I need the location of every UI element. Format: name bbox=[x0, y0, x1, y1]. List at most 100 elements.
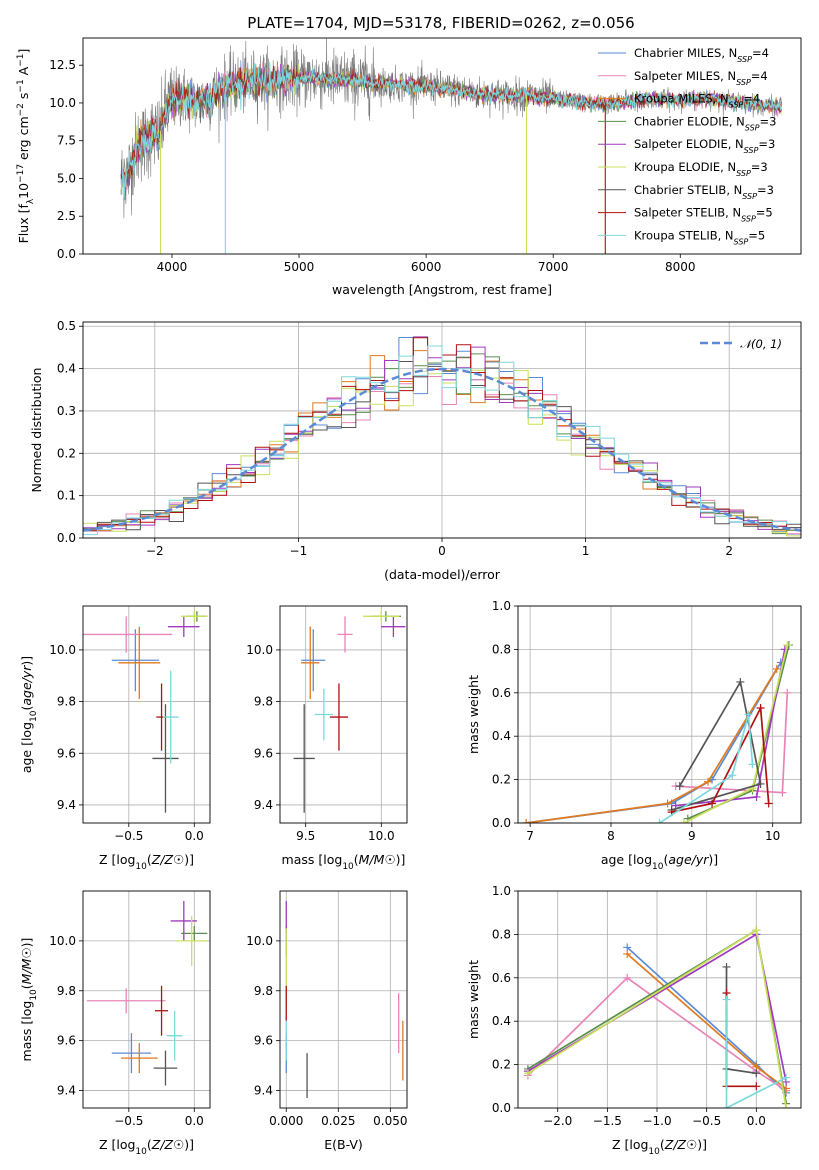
y-tick-label: 0.2 bbox=[57, 446, 76, 460]
mass-weight-point-marker bbox=[752, 792, 761, 801]
axes-frame bbox=[82, 890, 211, 1109]
y-tick-label: 0.8 bbox=[492, 642, 511, 656]
legend-label: Kroupa MILES, NSSP=4 bbox=[634, 92, 760, 110]
mass-weight-series-line bbox=[725, 967, 757, 1075]
y-tick-label: 9.6 bbox=[254, 746, 273, 760]
mass-vs-Z-plot-area bbox=[86, 900, 208, 1086]
y-tick-label: 9.4 bbox=[254, 1084, 273, 1098]
massweight-vs-age-panel: 7 8 9 10 0.0 0.2 0.4 0.6 0.8 1.0 age [log10(age/yr… bbox=[466, 599, 802, 872]
massweight-vs-Z-panel: −2.0 −1.5 −1.0 −0.5 0.0 0.0 0.2 0.4 0.6 0.8 1.0 Z [… bbox=[466, 884, 802, 1157]
y-tick-label: 0.6 bbox=[492, 686, 511, 700]
y-tick-label: 0.5 bbox=[57, 319, 76, 333]
mass-weight-point-marker bbox=[722, 962, 731, 971]
y-tick-label: 10.0 bbox=[49, 934, 76, 948]
y-tick-label: 1.0 bbox=[492, 884, 511, 898]
x-tick-label: 2 bbox=[725, 544, 733, 558]
y-tick-label: 10.0 bbox=[246, 934, 273, 948]
x-tick-label: 10.0 bbox=[368, 829, 395, 843]
x-tick-label: −0.5 bbox=[114, 829, 143, 843]
mass-weight-series-line bbox=[671, 704, 770, 813]
mass-weight-series-line bbox=[659, 714, 754, 823]
y-tick-label: 0.0 bbox=[492, 1101, 511, 1115]
mass-weight-point-marker bbox=[764, 799, 773, 808]
x-tick-label: 4000 bbox=[157, 260, 188, 274]
x-tick-label: 6000 bbox=[411, 260, 442, 274]
residuals-plot-area bbox=[83, 336, 801, 537]
mass-vs-Z-panel: −0.5 0.0 9.4 9.6 9.8 10.0 Z [log10(Z/Z☉)] mass … bbox=[19, 890, 211, 1157]
x-tick-label: 9.5 bbox=[296, 829, 315, 843]
mass-weight-point-marker bbox=[748, 760, 757, 769]
mass-weight-point-marker bbox=[782, 1073, 791, 1082]
axes-frame bbox=[517, 890, 802, 1109]
x-axis-label: E(B-V) bbox=[324, 1137, 363, 1152]
mass-weight-point-marker bbox=[772, 664, 781, 673]
y-axis-label: Normed distribution bbox=[29, 368, 44, 493]
residuals-panel: −2 −1 0 1 2 0.0 0.1 0.2 0.3 0.4 0.5 𝒩(0, 1) (data-mo… bbox=[29, 319, 802, 582]
massweight-vs-Z-plot-area bbox=[523, 926, 791, 1108]
axes-frame bbox=[82, 321, 802, 539]
y-tick-label: 9.8 bbox=[254, 984, 273, 998]
y-tick-label: 9.6 bbox=[57, 1034, 76, 1048]
x-axis-label: age [log10(age/yr)] bbox=[601, 852, 718, 872]
y-tick-label: 0.4 bbox=[492, 729, 511, 743]
x-tick-label: −2 bbox=[146, 544, 164, 558]
mass-weight-point-marker bbox=[783, 688, 792, 697]
y-tick-label: 12.5 bbox=[49, 58, 76, 72]
spectrum-panel: 4000 5000 6000 7000 8000 0.0 2.5 5.0 7.5 10.0 12.5… bbox=[16, 37, 802, 297]
y-axis-label: mass weight bbox=[466, 960, 481, 1039]
mass-weight-point-marker bbox=[675, 782, 684, 791]
axes-frame bbox=[82, 37, 802, 255]
normal-curve-line bbox=[83, 367, 801, 532]
mass-weight-point-marker bbox=[522, 819, 531, 823]
x-tick-label: 8 bbox=[607, 829, 615, 843]
x-tick-label: 9 bbox=[688, 829, 696, 843]
mass-weight-point-marker bbox=[722, 995, 731, 1004]
y-tick-label: 1.0 bbox=[492, 599, 511, 613]
legend-label: Chabrier STELIB, NSSP=3 bbox=[634, 183, 774, 201]
mass-weight-point-marker bbox=[708, 799, 717, 808]
y-tick-label: 7.5 bbox=[57, 134, 76, 148]
legend-label: Chabrier ELODIE, NSSP=3 bbox=[634, 114, 776, 131]
y-tick-label: 10.0 bbox=[246, 643, 273, 657]
y-tick-label: 0.0 bbox=[57, 247, 76, 261]
y-tick-label: 0.3 bbox=[57, 404, 76, 418]
mass-weight-point-marker bbox=[655, 819, 664, 823]
mass-weight-point-marker bbox=[756, 779, 765, 788]
y-tick-label: 5.0 bbox=[57, 171, 76, 185]
mass-weight-point-marker bbox=[752, 1082, 761, 1091]
mass-weight-point-marker bbox=[704, 777, 713, 786]
spectrum-plot-area bbox=[120, 38, 783, 254]
y-tick-label: 2.5 bbox=[57, 209, 76, 223]
age-vs-mass-plot-area bbox=[293, 611, 406, 813]
mass-weight-point-marker bbox=[782, 1104, 791, 1108]
mass-weight-point-marker bbox=[752, 1069, 761, 1078]
x-tick-label: 7000 bbox=[538, 260, 569, 274]
legend-label: Kroupa ELODIE, NSSP=3 bbox=[634, 160, 768, 178]
mass-weight-series-line bbox=[527, 976, 787, 1092]
x-axis-label: (data-model)/error bbox=[384, 567, 501, 582]
axes-frame bbox=[517, 605, 802, 824]
mass-weight-point-marker bbox=[728, 771, 737, 780]
x-tick-label: −1.5 bbox=[593, 1114, 622, 1128]
x-tick-label: 0.0 bbox=[185, 829, 204, 843]
x-tick-label: −2.0 bbox=[543, 1114, 572, 1128]
y-tick-label: 9.8 bbox=[57, 695, 76, 709]
mass-vs-ebv-plot-area bbox=[285, 900, 404, 1099]
x-tick-label: 7 bbox=[526, 829, 534, 843]
x-tick-label: 0.0 bbox=[747, 1114, 766, 1128]
y-tick-label: 0.8 bbox=[492, 927, 511, 941]
legend-label: Salpeter MILES, NSSP=4 bbox=[634, 69, 768, 87]
mass-weight-point-marker bbox=[783, 641, 792, 650]
age-vs-Z-panel: −0.5 0.0 9.4 9.6 9.8 10.0 Z [log10(Z/Z☉)] age [… bbox=[19, 605, 211, 872]
y-tick-label: 0.0 bbox=[57, 531, 76, 545]
axes-frame bbox=[279, 605, 408, 824]
mass-weight-point-marker bbox=[756, 703, 765, 712]
x-axis-label: wavelength [Angstrom, rest frame] bbox=[332, 282, 552, 297]
mass-weight-point-marker bbox=[663, 799, 672, 808]
mass-weight-point-marker bbox=[778, 788, 787, 797]
x-tick-label: −1.0 bbox=[642, 1114, 671, 1128]
x-axis-label: Z [log10(Z/Z☉)] bbox=[99, 1137, 194, 1157]
x-tick-label: 0.0 bbox=[185, 1114, 204, 1128]
y-tick-label: 0.4 bbox=[492, 1014, 511, 1028]
